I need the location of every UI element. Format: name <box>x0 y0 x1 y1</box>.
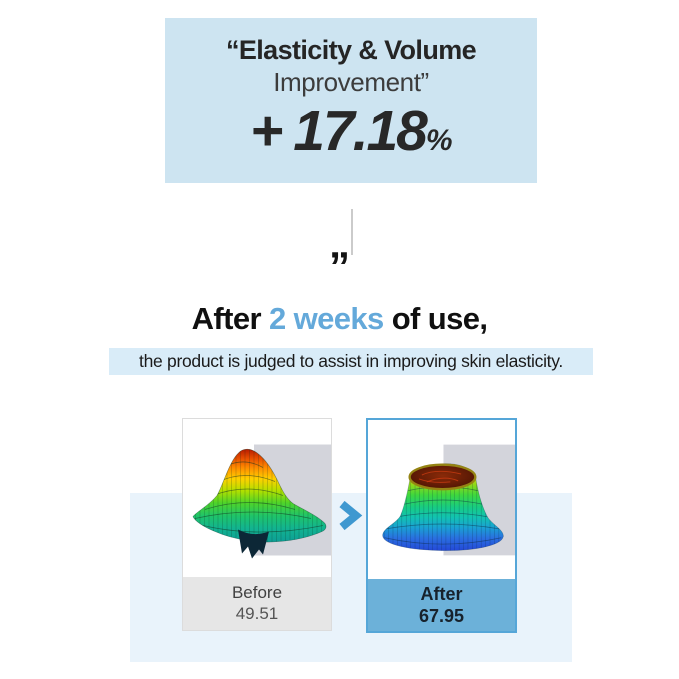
after-card: After 67.95 <box>366 418 517 633</box>
heading-pre: After <box>191 301 269 336</box>
headline-line2: Improvement” <box>273 67 429 97</box>
before-value: 49.51 <box>235 604 279 623</box>
before-footer: Before 49.51 <box>183 577 331 630</box>
improvement-percent: 17.18 <box>293 99 428 163</box>
percent-sign: % <box>425 124 453 157</box>
after-value: 67.95 <box>418 605 465 626</box>
crater-top <box>408 463 477 491</box>
after-label: After <box>420 583 463 604</box>
heading-highlight: 2 weeks <box>268 301 384 336</box>
after-surface-plot-image <box>382 444 515 556</box>
before-surface-plot-image <box>192 444 331 559</box>
before-card: Before 49.51 <box>182 418 332 631</box>
before-label: Before <box>231 583 283 602</box>
divider-line <box>351 209 353 255</box>
heading-post: of use, <box>383 301 488 336</box>
chevron-right-icon <box>339 501 363 531</box>
headline-box: “Elasticity & Volume Improvement” +17.18… <box>165 18 537 183</box>
headline-line1: “Elasticity & Volume <box>225 35 477 65</box>
usage-heading: After 2 weeks of use, <box>0 301 679 337</box>
closing-quote-mark: ” <box>329 243 350 290</box>
judgement-banner: the product is judged to assist in impro… <box>109 348 593 375</box>
before-surface-tail <box>238 529 269 559</box>
improvement-value: +17.18% <box>165 102 537 170</box>
after-footer: After 67.95 <box>368 579 515 631</box>
plus-sign: + <box>249 99 283 163</box>
